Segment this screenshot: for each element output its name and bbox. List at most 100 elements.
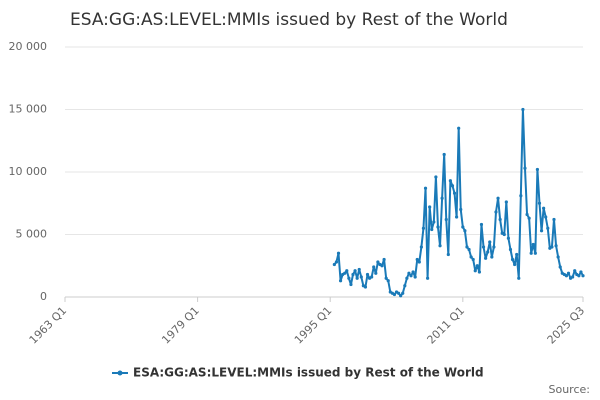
point	[396, 291, 401, 295]
y-tick-label: 10 000	[9, 165, 48, 178]
point	[386, 279, 390, 283]
point	[430, 227, 434, 232]
point	[477, 270, 481, 274]
point	[428, 205, 432, 209]
point	[508, 247, 513, 252]
point	[471, 257, 475, 262]
point	[355, 276, 359, 280]
point	[521, 107, 525, 112]
point	[463, 229, 467, 233]
point	[452, 191, 457, 195]
point	[550, 245, 554, 249]
point	[374, 271, 378, 275]
point	[405, 276, 409, 280]
point	[558, 265, 562, 269]
point	[564, 274, 569, 278]
point	[444, 217, 448, 222]
point	[332, 262, 336, 267]
point	[496, 196, 500, 200]
point	[440, 196, 444, 200]
chart-title: ESA:GG:AS:LEVEL:MMIs issued by Rest of t…	[70, 10, 508, 30]
point	[411, 270, 415, 274]
point	[423, 186, 428, 190]
point	[467, 247, 471, 252]
point	[426, 276, 430, 280]
point	[376, 260, 380, 264]
point	[417, 260, 421, 264]
point	[510, 257, 515, 262]
point	[382, 257, 386, 262]
point	[494, 210, 498, 214]
point	[334, 260, 339, 264]
point	[533, 251, 537, 255]
point	[506, 236, 511, 240]
point	[370, 275, 374, 279]
point	[450, 184, 455, 188]
series-line	[333, 108, 584, 297]
point	[353, 269, 357, 273]
point	[392, 292, 397, 297]
point	[490, 255, 494, 259]
point	[513, 262, 517, 267]
point	[372, 265, 376, 269]
y-tick-label: 0	[40, 290, 47, 303]
point	[481, 245, 486, 249]
point	[566, 271, 571, 275]
point	[399, 294, 403, 298]
point	[459, 207, 463, 212]
point	[345, 269, 349, 273]
x-tick-label: 1979 Q1	[159, 304, 202, 347]
point	[465, 245, 469, 249]
point	[401, 291, 405, 295]
legend-swatch-dot	[117, 370, 123, 376]
point	[556, 255, 560, 259]
point	[486, 250, 490, 254]
x-tick-label: 2025 Q3	[545, 304, 588, 347]
point	[380, 264, 384, 268]
point	[527, 216, 531, 220]
x-tick-label: 1995 Q1	[292, 304, 335, 347]
point	[523, 166, 527, 170]
point	[573, 269, 577, 273]
point	[421, 226, 426, 230]
point	[525, 212, 529, 217]
point	[434, 175, 438, 179]
point	[415, 257, 419, 262]
point	[579, 270, 583, 274]
y-tick-label: 20 000	[9, 40, 48, 53]
point	[492, 245, 496, 249]
point	[457, 126, 461, 130]
legend-label: ESA:GG:AS:LEVEL:MMIs issued by Rest of t…	[133, 366, 484, 380]
point	[473, 269, 477, 273]
point	[519, 194, 523, 198]
point	[488, 240, 492, 244]
point	[542, 206, 546, 210]
point	[479, 222, 484, 227]
point	[581, 274, 585, 278]
point	[552, 217, 556, 222]
point	[498, 217, 502, 222]
point	[461, 225, 465, 229]
point	[515, 252, 519, 257]
point	[539, 229, 544, 233]
point	[531, 242, 535, 247]
point	[365, 272, 370, 277]
point	[446, 252, 450, 257]
point	[537, 201, 542, 205]
point	[535, 167, 540, 172]
point	[338, 279, 343, 283]
point	[347, 276, 351, 280]
x-tick-label: 1963 Q1	[27, 304, 70, 347]
point	[529, 251, 533, 255]
point	[436, 225, 440, 229]
point	[403, 284, 407, 288]
point	[502, 232, 506, 237]
point	[384, 276, 388, 280]
point	[336, 251, 341, 255]
y-tick-label: 15 000	[9, 103, 48, 116]
point	[419, 245, 423, 249]
point	[455, 215, 459, 219]
point	[475, 264, 479, 268]
point	[409, 274, 413, 278]
